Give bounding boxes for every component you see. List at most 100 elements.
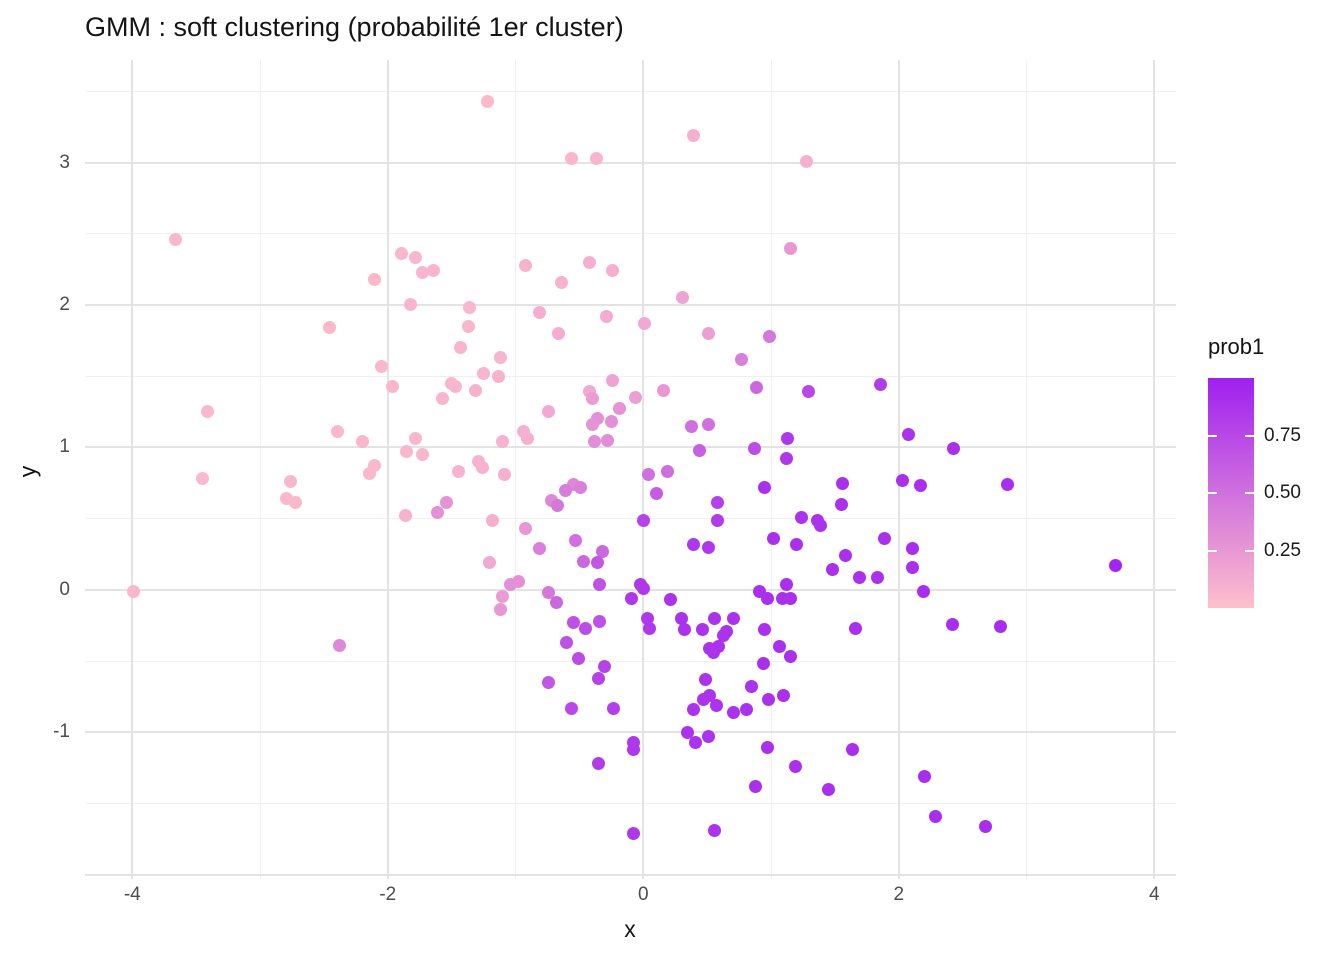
data-point — [779, 452, 793, 466]
data-point — [284, 475, 298, 489]
y-major-gridline — [85, 873, 1176, 876]
data-point — [661, 465, 675, 479]
data-point — [576, 554, 590, 568]
y-major-gridline — [85, 446, 1176, 449]
data-point — [641, 467, 655, 481]
y-tick-label: 0 — [59, 578, 70, 600]
x-minor-gridline — [770, 60, 772, 879]
data-point — [469, 383, 483, 397]
data-point — [735, 352, 749, 366]
data-point — [496, 590, 510, 604]
data-point — [415, 265, 429, 279]
y-tick-label: -1 — [53, 721, 70, 743]
data-point — [533, 542, 547, 556]
data-point — [701, 326, 715, 340]
data-point — [657, 383, 671, 397]
data-point — [758, 623, 772, 637]
data-point — [606, 373, 620, 387]
data-point — [710, 496, 724, 510]
y-minor-gridline — [85, 233, 1176, 235]
data-point — [686, 128, 700, 142]
data-point — [756, 657, 770, 671]
y-major-gridline — [85, 303, 1176, 306]
data-point — [607, 701, 621, 715]
y-tick-label: 2 — [59, 293, 70, 315]
data-point — [727, 705, 741, 719]
data-point — [758, 480, 772, 494]
data-point — [590, 556, 604, 570]
data-point — [1000, 477, 1014, 491]
y-major-gridline — [85, 731, 1176, 734]
data-point — [790, 537, 804, 551]
data-point — [814, 519, 828, 533]
legend: prob1 0.75 0.50 0.25 — [1208, 334, 1338, 608]
data-point — [511, 574, 525, 588]
data-point — [675, 611, 689, 625]
data-point — [947, 442, 961, 456]
data-point — [519, 522, 533, 536]
data-point — [201, 405, 215, 419]
data-point — [431, 506, 445, 520]
data-point — [801, 385, 815, 399]
data-point — [685, 419, 699, 433]
data-point — [127, 584, 141, 598]
data-point — [322, 321, 336, 335]
data-point — [599, 309, 613, 323]
data-point — [779, 577, 793, 591]
data-point — [169, 232, 183, 246]
data-point — [492, 369, 506, 383]
data-point — [612, 402, 626, 416]
data-point — [777, 688, 791, 702]
data-point — [701, 418, 715, 432]
data-point — [838, 549, 852, 563]
data-point — [708, 611, 722, 625]
data-point — [497, 467, 511, 481]
data-point — [399, 509, 413, 523]
legend-tickmark — [1245, 549, 1254, 552]
data-point — [496, 435, 510, 449]
y-tick-label: 3 — [59, 151, 70, 173]
data-point — [555, 275, 568, 289]
data-point — [404, 298, 418, 312]
x-tick-label: -2 — [379, 884, 397, 905]
data-point — [440, 496, 454, 510]
data-point — [763, 329, 777, 343]
x-axis-title: x — [624, 916, 636, 942]
data-point — [520, 432, 534, 446]
data-point — [454, 341, 468, 355]
data-point — [461, 319, 475, 333]
x-minor-gridline — [515, 60, 517, 879]
data-point — [395, 247, 409, 261]
x-major-gridline — [1153, 60, 1156, 879]
data-point — [626, 742, 640, 756]
x-major-gridline — [131, 60, 134, 879]
data-point — [571, 651, 585, 665]
data-point — [749, 779, 763, 793]
data-point — [636, 581, 650, 595]
data-point — [760, 591, 774, 605]
x-minor-gridline — [259, 60, 261, 879]
data-point — [592, 671, 606, 685]
legend-tickmark — [1245, 434, 1254, 437]
data-point — [695, 623, 709, 637]
data-point — [1109, 559, 1123, 573]
data-point — [558, 483, 572, 497]
data-point — [625, 591, 639, 605]
data-point — [710, 513, 724, 527]
data-point — [480, 94, 494, 108]
data-point — [196, 472, 210, 486]
data-point — [560, 636, 574, 650]
data-point — [552, 326, 566, 340]
data-point — [795, 510, 809, 524]
data-point — [800, 154, 814, 168]
data-point — [686, 537, 700, 551]
data-point — [542, 586, 556, 600]
data-point — [783, 241, 797, 255]
data-point — [902, 428, 916, 442]
data-point — [289, 496, 303, 510]
data-point — [767, 532, 781, 546]
data-point — [579, 621, 593, 635]
data-point — [643, 621, 657, 635]
data-point — [681, 725, 695, 739]
data-point — [917, 769, 931, 783]
